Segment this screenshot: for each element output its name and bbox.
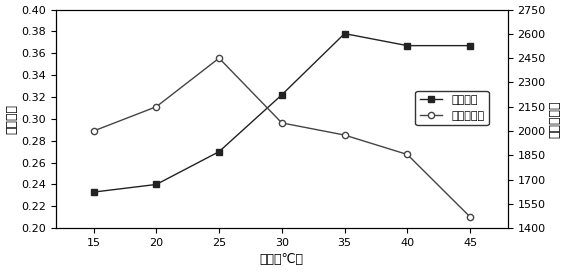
Line: 乳化稳定性: 乳化稳定性	[91, 55, 473, 220]
Legend: 乳化活性, 乳化稳定性: 乳化活性, 乳化稳定性	[416, 91, 489, 125]
乳化活性	[215, 150, 222, 153]
乳化活性	[153, 183, 160, 186]
乳化稳定性	[404, 153, 411, 156]
乳化稳定性	[467, 215, 473, 218]
X-axis label: 温度（℃）: 温度（℃）	[260, 254, 304, 267]
乳化活性	[467, 44, 473, 47]
乳化活性	[341, 32, 348, 35]
乳化稳定性	[153, 105, 160, 108]
乳化活性	[90, 190, 97, 194]
乳化稳定性	[278, 121, 285, 125]
乳化活性	[278, 93, 285, 97]
乳化稳定性	[90, 129, 97, 133]
乳化活性	[404, 44, 411, 47]
乳化稳定性	[215, 57, 222, 60]
Y-axis label: 乳化活性: 乳化活性	[6, 104, 19, 134]
Line: 乳化活性: 乳化活性	[91, 30, 473, 195]
乳化稳定性	[341, 134, 348, 137]
Y-axis label: 乳化稳定性: 乳化稳定性	[548, 100, 561, 138]
